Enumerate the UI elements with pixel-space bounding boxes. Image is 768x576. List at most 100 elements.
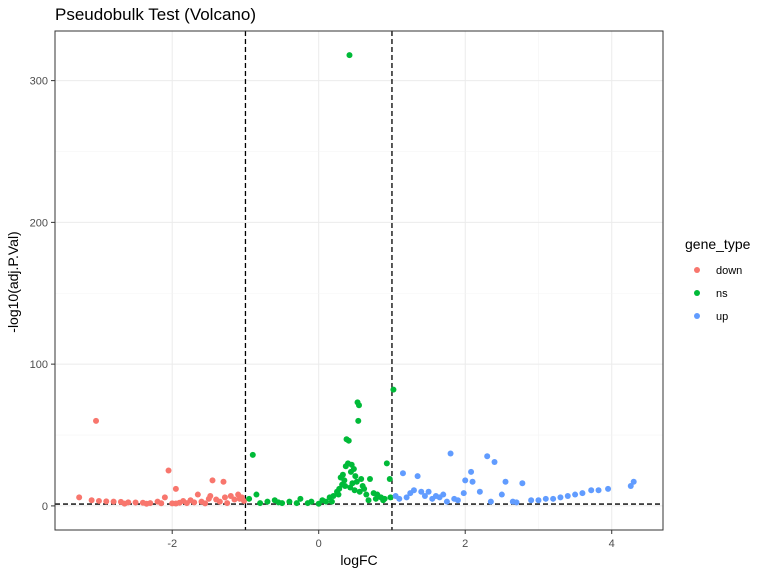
data-point-down: [191, 499, 198, 506]
data-point-ns: [386, 475, 393, 482]
x-axis-ticks: -2 0 2 4: [167, 530, 615, 550]
data-point-down: [224, 500, 231, 507]
series-up: [392, 450, 637, 506]
data-point-down: [194, 491, 201, 498]
data-point-up: [429, 495, 436, 502]
legend-key-up: [694, 313, 700, 319]
plot-panel-border: [54, 30, 664, 531]
data-point-ns: [275, 499, 282, 506]
data-point-ns: [253, 491, 260, 498]
y-tick-label: 0: [42, 501, 48, 513]
series-ns: [246, 52, 397, 507]
x-tick-label: 0: [316, 538, 322, 550]
data-point-ns: [315, 500, 322, 507]
legend-label-up: up: [716, 311, 728, 323]
legend-key-ns: [694, 290, 700, 296]
data-point-up: [528, 497, 535, 504]
data-point-down: [165, 467, 172, 474]
data-point-ns: [328, 498, 335, 505]
data-point-up: [418, 488, 425, 495]
data-point-ns: [365, 497, 372, 504]
data-points: [76, 52, 637, 507]
x-tick-label: -2: [167, 538, 177, 550]
data-point-up: [502, 478, 509, 485]
chart-title: Pseudobulk Test (Volcano): [55, 5, 256, 24]
data-point-up: [513, 499, 520, 506]
data-point-up: [447, 450, 454, 457]
data-point-down: [103, 498, 110, 505]
data-point-up: [399, 470, 406, 477]
data-point-up: [396, 495, 403, 502]
data-point-ns: [390, 386, 397, 393]
legend-key-down: [694, 267, 700, 273]
data-point-up: [572, 491, 579, 498]
data-point-down: [240, 497, 247, 504]
data-point-up: [421, 492, 428, 499]
data-point-down: [172, 485, 179, 492]
data-point-down: [132, 499, 139, 506]
data-point-down: [88, 497, 95, 504]
reference-lines: [55, 31, 663, 530]
data-point-down: [121, 500, 128, 507]
data-point-ns: [346, 52, 353, 59]
data-point-up: [462, 477, 469, 484]
data-point-ns: [380, 497, 387, 504]
data-point-down: [231, 496, 238, 503]
data-point-up: [542, 495, 549, 502]
data-point-down: [161, 494, 168, 501]
data-point-ns: [335, 491, 342, 498]
data-point-up: [550, 495, 557, 502]
data-point-up: [443, 498, 450, 505]
data-point-down: [76, 494, 83, 501]
y-tick-label: 200: [30, 217, 48, 229]
data-point-up: [425, 488, 432, 495]
data-point-ns: [297, 495, 304, 502]
data-point-up: [476, 488, 483, 495]
data-point-ns: [304, 500, 311, 507]
data-point-ns: [355, 417, 362, 424]
data-point-ns: [342, 483, 349, 490]
data-point-ns: [342, 463, 349, 470]
data-point-ns: [246, 495, 253, 502]
data-point-up: [469, 478, 476, 485]
data-point-up: [605, 485, 612, 492]
data-point-up: [535, 497, 542, 504]
data-point-ns: [356, 488, 363, 495]
data-point-down: [202, 500, 209, 507]
data-point-ns: [356, 402, 362, 409]
grid-lines: [55, 31, 663, 530]
data-point-ns: [372, 495, 379, 502]
data-point-ns: [323, 498, 330, 505]
x-axis-title: logFC: [340, 552, 377, 568]
data-point-up: [460, 490, 467, 497]
y-tick-label: 100: [30, 359, 48, 371]
data-point-down: [172, 500, 179, 507]
data-point-ns: [358, 475, 365, 482]
data-point-ns: [383, 460, 390, 467]
legend-label-down: down: [716, 265, 742, 277]
data-point-up: [564, 492, 571, 499]
data-point-down: [95, 497, 102, 504]
data-point-up: [579, 490, 586, 497]
data-point-up: [468, 468, 475, 475]
data-point-ns: [351, 487, 358, 494]
data-point-up: [414, 473, 421, 480]
data-point-ns: [387, 494, 394, 501]
data-point-ns: [286, 498, 293, 505]
data-point-down: [209, 477, 216, 484]
x-tick-label: 2: [462, 538, 468, 550]
y-axis-ticks: 0 100 200 300: [30, 76, 55, 513]
data-point-ns: [339, 471, 346, 478]
legend-entries: down ns up: [694, 265, 742, 323]
y-axis-title: -log10(adj.P.Val): [5, 231, 21, 332]
data-point-ns: [293, 500, 300, 507]
y-tick-label: 300: [30, 76, 48, 88]
data-point-up: [491, 458, 498, 465]
data-point-ns: [349, 480, 356, 487]
data-point-up: [410, 487, 417, 494]
data-point-up: [403, 494, 410, 501]
data-point-up: [487, 498, 494, 505]
legend-label-ns: ns: [716, 288, 728, 300]
data-point-down: [220, 478, 227, 485]
